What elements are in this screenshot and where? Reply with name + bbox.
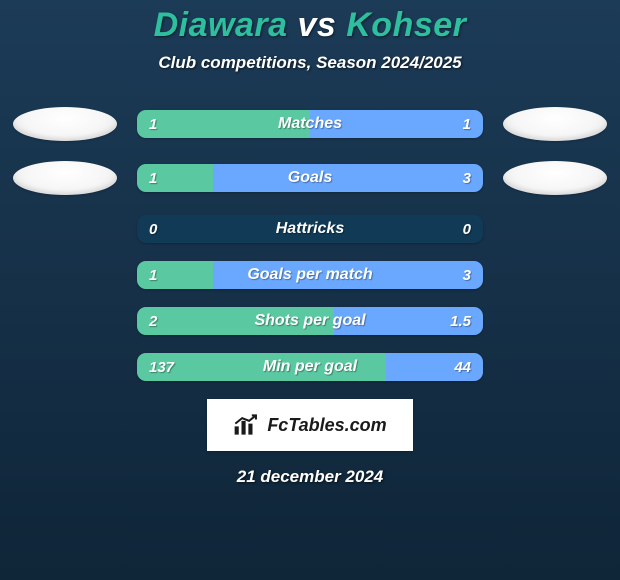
metric-bar: 1Goals3	[137, 164, 483, 192]
metric-label: Shots per goal	[137, 307, 483, 335]
player1-badge-oval	[13, 107, 117, 141]
player2-name: Kohser	[346, 6, 466, 44]
metric-row: 0Hattricks0	[0, 215, 620, 243]
metric-label: Matches	[137, 110, 483, 138]
player2-badge-oval	[503, 161, 607, 195]
metric-label: Hattricks	[137, 215, 483, 243]
player1-badge-oval	[13, 161, 117, 195]
metric-bar: 137Min per goal44	[137, 353, 483, 381]
player1-name: Diawara	[154, 6, 288, 44]
content-root: Diawara vs Kohser Club competitions, Sea…	[0, 0, 620, 580]
metric-value-right: 1.5	[450, 307, 471, 335]
metric-row: 2Shots per goal1.5	[0, 307, 620, 335]
metric-bar: 1Goals per match3	[137, 261, 483, 289]
branding-text: FcTables.com	[267, 415, 386, 436]
metric-value-right: 1	[463, 110, 471, 138]
metric-bar: 0Hattricks0	[137, 215, 483, 243]
subtitle: Club competitions, Season 2024/2025	[0, 53, 620, 73]
metric-label: Goals	[137, 164, 483, 192]
metric-row: 1Goals3	[0, 161, 620, 195]
metric-value-right: 0	[463, 215, 471, 243]
metric-row: 1Goals per match3	[0, 261, 620, 289]
metric-value-right: 44	[454, 353, 471, 381]
metric-row: 137Min per goal44	[0, 353, 620, 381]
fctables-logo-icon	[233, 414, 261, 436]
player2-badge-oval	[503, 107, 607, 141]
metric-bar: 2Shots per goal1.5	[137, 307, 483, 335]
metric-label: Min per goal	[137, 353, 483, 381]
metric-row: 1Matches1	[0, 107, 620, 141]
metric-label: Goals per match	[137, 261, 483, 289]
date-text: 21 december 2024	[0, 467, 620, 487]
title-vs: vs	[297, 6, 336, 44]
page-title: Diawara vs Kohser	[0, 6, 620, 45]
metric-value-right: 3	[463, 261, 471, 289]
metrics-container: 1Matches11Goals30Hattricks01Goals per ma…	[0, 107, 620, 381]
branding-badge: FcTables.com	[207, 399, 413, 451]
metric-bar: 1Matches1	[137, 110, 483, 138]
metric-value-right: 3	[463, 164, 471, 192]
